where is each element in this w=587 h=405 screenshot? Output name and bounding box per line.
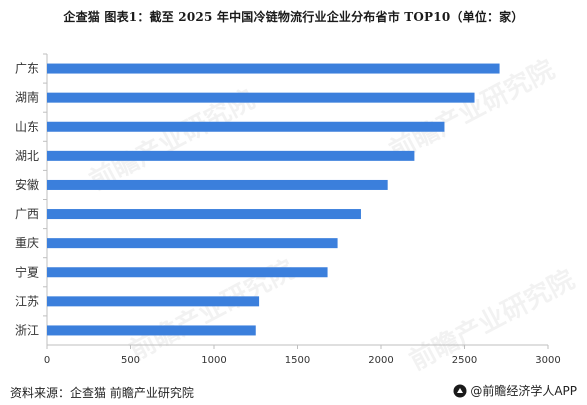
chart-title: 企查猫 图表1：截至 2025 年中国冷链物流行业企业分布省市 TOP10（单位…: [63, 10, 524, 24]
category-label: 宁夏: [15, 264, 39, 279]
bar-1: [47, 92, 475, 103]
x-tick-label: 2500: [452, 355, 477, 366]
bar-5: [47, 209, 361, 220]
category-label: 江苏: [15, 294, 39, 308]
brand-logo-icon: [453, 384, 467, 397]
bar-8: [47, 296, 260, 307]
bar-3: [47, 150, 415, 161]
category-label: 湖南: [15, 90, 39, 105]
bar-7: [47, 267, 328, 278]
source-note: 资料来源：企查猫 前瞻产业研究院: [10, 386, 194, 400]
category-label: 广西: [15, 207, 39, 221]
brand-text: @前瞻经济学人APP: [470, 384, 577, 398]
category-label: 广东: [15, 62, 39, 76]
category-label: 湖北: [15, 148, 39, 163]
x-tick-label: 2000: [368, 355, 393, 366]
category-label: 浙江: [15, 323, 39, 337]
x-tick-label: 3000: [535, 355, 560, 366]
x-tick-label: 1000: [201, 355, 226, 366]
bar-0: [47, 63, 500, 74]
category-label: 重庆: [15, 236, 39, 250]
x-tick-label: 1500: [285, 355, 310, 366]
category-label: 安徽: [15, 177, 39, 192]
bar-2: [47, 121, 445, 132]
x-tick-label: 0: [44, 355, 50, 366]
bar-6: [47, 238, 338, 249]
category-label: 山东: [15, 120, 39, 134]
brand-credit: @前瞻经济学人APP: [453, 382, 577, 399]
bar-9: [47, 325, 256, 336]
bar-4: [47, 179, 388, 190]
x-tick-label: 500: [121, 355, 140, 366]
